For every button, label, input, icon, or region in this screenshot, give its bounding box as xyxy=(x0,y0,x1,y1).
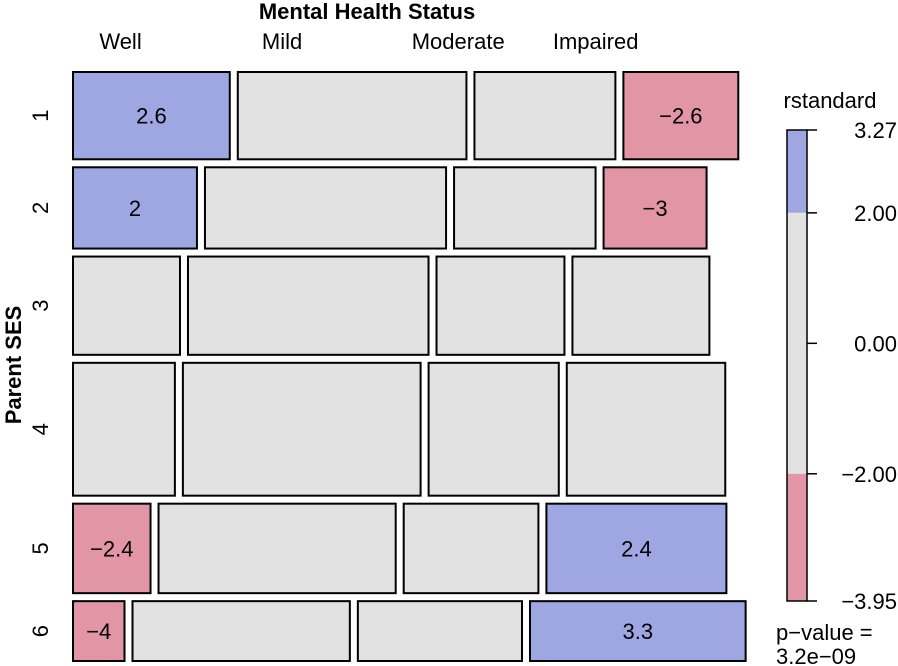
row-label-5: 5 xyxy=(28,542,53,554)
row-label-1: 1 xyxy=(28,110,53,122)
residual-label: −2.4 xyxy=(90,536,133,561)
tile-5-mild xyxy=(157,502,397,595)
tile-5-moderate xyxy=(402,502,540,595)
row-label-2: 2 xyxy=(28,202,53,214)
residual-label: 2.4 xyxy=(621,536,652,561)
tile-5-well xyxy=(72,502,152,595)
tile-2-mild xyxy=(203,166,448,250)
row-label-6: 6 xyxy=(28,625,53,637)
tile-6-impaired xyxy=(528,600,747,662)
residual-label: −3 xyxy=(643,196,668,221)
legend-negative-band xyxy=(787,473,807,601)
mosaic-tiles: 2.6 −2.6 2 −3 −2.4 2.4 −4 3.3 xyxy=(72,71,747,662)
row-labels: 1 2 3 4 5 6 xyxy=(28,110,53,638)
residual-label: 2 xyxy=(129,196,141,221)
tile-2-well xyxy=(72,166,198,250)
tile-6-moderate xyxy=(356,600,523,662)
legend: rstandard 3.27 2.00 0.00 −2.00 −3.95 p−value… xyxy=(776,88,897,666)
tile-1-well xyxy=(72,71,231,161)
residual-label: −4 xyxy=(86,619,111,644)
tile-4-impaired xyxy=(565,361,727,497)
legend-tick-label: 0.00 xyxy=(854,331,897,356)
row-label-4: 4 xyxy=(28,423,53,435)
tile-3-impaired xyxy=(571,255,711,356)
column-labels: Well Mild Moderate Impaired xyxy=(99,29,638,54)
tile-5-impaired xyxy=(545,502,728,595)
row-label-3: 3 xyxy=(28,300,53,312)
legend-tick-label: 3.27 xyxy=(854,118,897,143)
legend-positive-band xyxy=(787,130,807,213)
legend-ticks: 3.27 2.00 0.00 −2.00 −3.95 xyxy=(807,118,897,614)
column-label-impaired: Impaired xyxy=(553,29,639,54)
tile-1-impaired xyxy=(622,71,740,161)
tile-1-mild xyxy=(236,71,468,161)
tile-3-mild xyxy=(186,255,430,356)
legend-title: rstandard xyxy=(784,88,877,113)
tile-6-well xyxy=(72,600,126,662)
chart-title: Mental Health Status xyxy=(259,0,475,24)
legend-neutral-band xyxy=(787,212,807,474)
tile-4-mild xyxy=(181,361,422,497)
tile-2-impaired xyxy=(602,166,708,250)
tile-6-mild xyxy=(131,600,351,662)
legend-bar-border xyxy=(786,129,808,602)
residual-label: −2.6 xyxy=(659,104,702,129)
tile-1-moderate xyxy=(473,71,617,161)
tile-2-moderate xyxy=(453,166,597,250)
tile-3-well xyxy=(72,255,181,356)
column-label-moderate: Moderate xyxy=(412,29,505,54)
column-label-well: Well xyxy=(99,29,141,54)
legend-color-bar xyxy=(786,129,808,602)
y-axis-label: Parent SES xyxy=(1,306,26,425)
legend-tick-label: −3.95 xyxy=(841,589,897,614)
tile-3-moderate xyxy=(435,255,566,356)
legend-tick-label: 2.00 xyxy=(854,201,897,226)
pvalue-value: 3.2e−09 xyxy=(776,644,856,666)
tile-4-well xyxy=(72,361,176,497)
pvalue-label: p−value = xyxy=(776,620,873,645)
residual-label: 2.6 xyxy=(136,104,167,129)
residual-label: 3.3 xyxy=(623,619,654,644)
legend-tick-label: −2.00 xyxy=(841,462,897,487)
column-label-mild: Mild xyxy=(262,29,302,54)
tile-4-moderate xyxy=(427,361,560,497)
